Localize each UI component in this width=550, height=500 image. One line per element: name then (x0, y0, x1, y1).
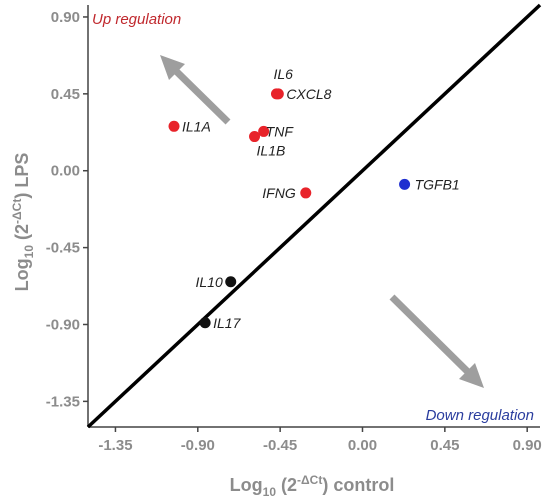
axis-label-part: (2 (12, 224, 32, 245)
point-label-il1b: IL1B (257, 143, 286, 159)
x-tick-label: 0.45 (430, 437, 459, 454)
x-tick-label: -0.45 (263, 437, 297, 454)
y-tick-label: 0.00 (51, 163, 80, 180)
point-il1b (249, 131, 261, 143)
point-il1a (168, 120, 180, 132)
y-tick-label: -0.45 (46, 240, 80, 257)
point-label-il1a: IL1A (182, 118, 211, 134)
y-tick-label: 0.45 (51, 86, 80, 103)
y-axis-label: Log10 (2-ΔCt) LPS (10, 153, 36, 292)
point-label-cxcl8: CXCL8 (286, 86, 331, 102)
point-label-tnf: TNF (266, 123, 295, 139)
point-label-il6: IL6 (273, 66, 293, 82)
up-regulation-label: Up regulation (92, 11, 181, 28)
x-axis-label: Log10 (2-ΔCt) control (230, 473, 395, 499)
y-tick-label: 0.90 (51, 9, 80, 26)
axis-label-part: ) control (322, 475, 394, 495)
point-label-ifng: IFNG (262, 185, 296, 201)
y-tick-label: -1.35 (46, 393, 80, 410)
direction-arrows (160, 55, 484, 388)
x-tick-label: -1.35 (98, 437, 132, 454)
point-label-il17: IL17 (213, 315, 241, 331)
axes-frame (87, 5, 540, 428)
point-il10 (225, 276, 237, 288)
up-arrow-head (160, 55, 185, 80)
up-arrow-shaft (173, 68, 231, 125)
diagonal-line (86, 3, 542, 429)
point-il17 (199, 317, 211, 329)
axis-label-part: Log (12, 258, 32, 291)
x-tick-label: 0.90 (513, 437, 542, 454)
y-tick-label: -0.90 (46, 316, 80, 333)
point-tgfb1 (399, 178, 411, 190)
axis-label-part: (2 (276, 475, 297, 495)
down-regulation-label: Down regulation (426, 407, 534, 424)
axis-label-part: 10 (22, 245, 36, 259)
point-label-tgfb1: TGFB1 (415, 176, 460, 192)
point-cxcl8 (272, 88, 284, 100)
point-label-il10: IL10 (195, 274, 222, 290)
x-tick-label: -0.90 (181, 437, 215, 454)
data-points: IL6 CXCL8 IL1A TNF IL1B IFNG TGFB1 IL10 IL17 (168, 66, 460, 331)
axis-label-part: -ΔCt (10, 199, 24, 224)
axis-label-part: -ΔCt (297, 473, 322, 487)
down-arrow-head (459, 363, 484, 388)
axis-label-part: ) LPS (12, 153, 32, 199)
axis-label-part: Log (230, 475, 263, 495)
down-arrow-shaft (389, 294, 471, 375)
x-tick-label: 0.00 (348, 437, 377, 454)
identity-line (86, 3, 542, 429)
point-tnf (258, 125, 270, 137)
tick-labels: -1.35 -0.90 -0.45 0.00 0.45 0.90 0.90 0.45 0.00 -… (46, 9, 542, 454)
point-ifng (300, 187, 312, 199)
axis-label-part: 10 (263, 485, 277, 499)
